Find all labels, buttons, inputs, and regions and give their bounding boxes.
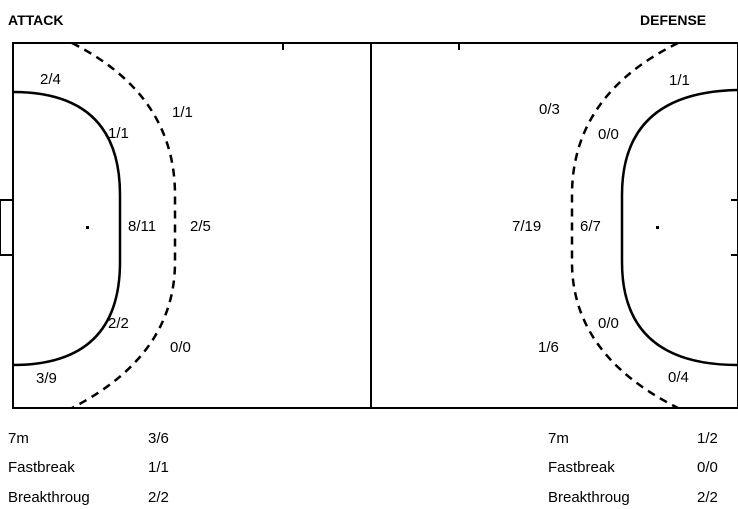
defense-stat-value: 2/2	[697, 489, 718, 506]
defense-zone-top-corner: 1/1	[669, 72, 690, 89]
goal-area-left	[12, 90, 122, 367]
defense-zone-center-outer: 7/19	[512, 218, 542, 235]
attack-zone-upper-outer: 1/1	[172, 104, 193, 121]
defense-header: DEFENSE	[640, 12, 707, 28]
defense-stat-label: Breakthroug	[548, 489, 630, 506]
court-boundary	[12, 42, 738, 409]
defense-zone-bottom-corner: 0/4	[668, 369, 689, 386]
defense-zone-center-inner: 6/7	[580, 218, 601, 235]
defense-stat-value: 1/2	[697, 430, 718, 447]
attack-zone-lower-inner: 2/2	[108, 315, 129, 332]
attack-zone-center-inner: 8/11	[128, 218, 157, 235]
attack-zone-top-corner: 2/4	[40, 71, 61, 88]
attack-stat-value: 2/2	[148, 489, 169, 506]
penalty-dot-left	[86, 226, 89, 229]
penalty-dot-right	[656, 226, 659, 229]
attack-zone-center-outer: 2/5	[190, 218, 211, 235]
free-throw-line-left	[71, 41, 177, 410]
goal-area-right	[620, 88, 738, 367]
attack-zone-lower-outer: 0/0	[170, 339, 191, 356]
defense-zone-upper-inner: 0/0	[598, 126, 619, 143]
attack-stat-value: 3/6	[148, 430, 169, 447]
defense-stat-label: 7m	[548, 430, 569, 447]
goal-left	[0, 199, 14, 256]
defense-zone-lower-inner: 0/0	[598, 315, 619, 332]
defense-stat-value: 0/0	[697, 459, 718, 476]
free-throw-line-right	[570, 41, 679, 410]
attack-stat-label: Fastbreak	[8, 459, 75, 476]
attack-zone-bottom-corner: 3/9	[36, 370, 57, 387]
attack-stat-label: 7m	[8, 430, 29, 447]
attack-stat-value: 1/1	[148, 459, 169, 476]
defense-zone-upper-outer: 0/3	[539, 101, 560, 118]
attack-stat-label: Breakthroug	[8, 489, 90, 506]
defense-zone-lower-outer: 1/6	[538, 339, 559, 356]
defense-stat-label: Fastbreak	[548, 459, 615, 476]
attack-zone-upper-inner: 1/1	[108, 125, 129, 142]
attack-header: ATTACK	[8, 12, 64, 28]
